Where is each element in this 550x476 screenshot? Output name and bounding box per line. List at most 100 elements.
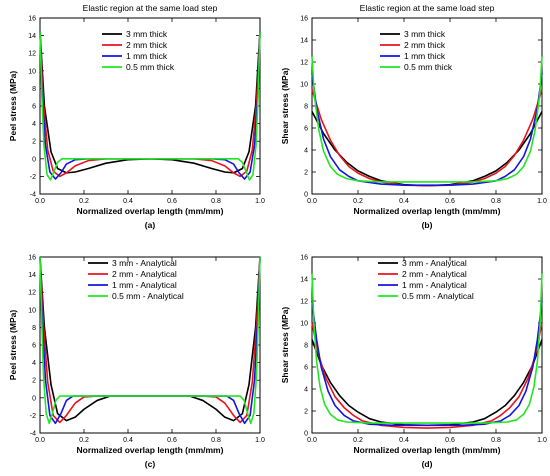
series-line-1 bbox=[311, 339, 543, 427]
series-line-4 bbox=[311, 273, 543, 424]
series-line-2 bbox=[311, 322, 543, 429]
y-axis-label: Shear stress (MPa) bbox=[280, 68, 290, 145]
y-tick-label: 6 bbox=[304, 365, 308, 372]
y-tick-label: 2 bbox=[304, 409, 308, 416]
x-tick-label: 0.8 bbox=[211, 198, 221, 205]
x-tick-label: 0.6 bbox=[167, 437, 177, 444]
y-tick-label: 8 bbox=[32, 325, 36, 332]
x-tick-label: 0.0 bbox=[35, 437, 45, 444]
legend-label-1: 3 mm - Analytical bbox=[112, 258, 177, 268]
y-tick-label: 6 bbox=[32, 343, 36, 350]
y-tick-label: 6 bbox=[32, 104, 36, 111]
x-tick-label: 0.2 bbox=[353, 198, 363, 205]
x-tick-label: 0.0 bbox=[307, 437, 317, 444]
y-tick-label: 8 bbox=[304, 343, 308, 350]
y-axis-label: Shear stress (MPa) bbox=[280, 307, 290, 384]
y-tick-label: 14 bbox=[300, 277, 308, 284]
y-tick-label: -2 bbox=[30, 174, 36, 181]
legend-label-4: 0.5 mm thick bbox=[404, 62, 453, 72]
y-tick-label: 4 bbox=[32, 121, 36, 128]
y-tick-label: -2 bbox=[30, 413, 36, 420]
x-tick-label: 0.4 bbox=[123, 437, 133, 444]
panel-caption: (d) bbox=[422, 459, 433, 469]
panel-caption: (b) bbox=[422, 220, 433, 230]
x-tick-label: 1.0 bbox=[537, 437, 547, 444]
y-tick-label: 16 bbox=[28, 16, 36, 23]
x-tick-label: 0.2 bbox=[353, 437, 363, 444]
chart-d: 0.0 0.2 0.4 0.6 0.8 1.0 0 2 4 6 8 10 12 14 16 3 mm - An… bbox=[280, 255, 547, 470]
y-tick-label: 16 bbox=[300, 16, 308, 23]
legend-label-2: 2 mm - Analytical bbox=[402, 269, 467, 279]
y-tick-label: 0 bbox=[32, 156, 36, 163]
y-tick-label: 12 bbox=[28, 290, 36, 297]
x-tick-label: 0.2 bbox=[79, 437, 89, 444]
y-tick-label: 2 bbox=[304, 170, 308, 177]
legend-label-4: 0.5 mm - Analytical bbox=[112, 291, 184, 301]
legend-label-2: 2 mm - Analytical bbox=[112, 269, 177, 279]
chart-a: 0.0 0.2 0.4 0.6 0.8 1.0 -4 -2 0 2 4 6 8 10 12 14 16 3 mm … bbox=[8, 3, 265, 230]
x-tick-label: 1.0 bbox=[255, 198, 265, 205]
y-axis-label: Peel stress (MPa) bbox=[8, 310, 18, 381]
y-tick-label: 2 bbox=[32, 139, 36, 146]
chart-b: 0.0 0.2 0.4 0.6 0.8 1.0 0 2 4 6 8 10 12 14 16 3 mm thic… bbox=[280, 3, 547, 230]
y-tick-label: 10 bbox=[300, 321, 308, 328]
legend-label-3: 1 mm - Analytical bbox=[112, 280, 177, 290]
series-line-4 bbox=[39, 31, 261, 181]
y-tick-label: 12 bbox=[300, 299, 308, 306]
series-line-3 bbox=[311, 72, 543, 186]
x-tick-label: 0.8 bbox=[491, 198, 501, 205]
y-tick-label: 2 bbox=[32, 378, 36, 385]
x-tick-label: 1.0 bbox=[537, 198, 547, 205]
x-tick-label: 0.4 bbox=[399, 198, 409, 205]
x-tick-label: 0.8 bbox=[491, 437, 501, 444]
series-line-3 bbox=[311, 300, 543, 427]
series-line-2 bbox=[311, 89, 543, 187]
x-tick-label: 0.6 bbox=[167, 198, 177, 205]
legend-label-2: 2 mm thick bbox=[404, 40, 446, 50]
y-tick-label: 10 bbox=[28, 307, 36, 314]
y-tick-label: 10 bbox=[300, 82, 308, 89]
x-tick-label: 0.6 bbox=[445, 198, 455, 205]
legend-label-2: 2 mm thick bbox=[126, 40, 168, 50]
legend-label-1: 3 mm thick bbox=[404, 29, 446, 39]
legend-label-3: 1 mm thick bbox=[404, 51, 446, 61]
legend-label-3: 1 mm thick bbox=[126, 51, 168, 61]
y-tick-label: 0 bbox=[32, 395, 36, 402]
y-tick-label: 16 bbox=[300, 255, 308, 262]
y-tick-label: 14 bbox=[28, 272, 36, 279]
y-tick-label: 12 bbox=[300, 60, 308, 67]
panel-caption: (a) bbox=[145, 220, 156, 230]
y-axis-label: Peel stress (MPa) bbox=[8, 71, 18, 142]
panel-caption: (c) bbox=[145, 459, 156, 469]
y-tick-label: 14 bbox=[28, 33, 36, 40]
chart-c: 0.0 0.2 0.4 0.6 0.8 1.0 -4 -2 0 2 4 6 8 10 12 14 16 3 mm … bbox=[8, 255, 265, 470]
x-tick-label: 0.4 bbox=[399, 437, 409, 444]
y-tick-label: 6 bbox=[304, 126, 308, 133]
x-tick-label: 0.6 bbox=[445, 437, 455, 444]
x-tick-label: 0.0 bbox=[35, 198, 45, 205]
y-tick-label: -4 bbox=[30, 192, 36, 199]
y-tick-label: 4 bbox=[32, 360, 36, 367]
x-tick-label: 0.4 bbox=[123, 198, 133, 205]
legend-label-4: 0.5 mm - Analytical bbox=[402, 291, 474, 301]
x-axis-label: Normalized overlap length (mm/mm) bbox=[354, 206, 501, 216]
y-tick-label: 12 bbox=[28, 51, 36, 58]
x-tick-label: 0.2 bbox=[79, 198, 89, 205]
y-tick-label: 0 bbox=[304, 192, 308, 199]
y-tick-label: 0 bbox=[304, 431, 308, 438]
y-tick-label: -4 bbox=[30, 431, 36, 438]
x-tick-label: 0.0 bbox=[307, 198, 317, 205]
y-tick-label: 4 bbox=[304, 148, 308, 155]
chart-title: Elastic region at the same load step bbox=[83, 3, 218, 13]
legend-label-3: 1 mm - Analytical bbox=[402, 280, 467, 290]
legend-label-1: 3 mm - Analytical bbox=[402, 258, 467, 268]
y-tick-label: 8 bbox=[304, 104, 308, 111]
y-tick-label: 14 bbox=[300, 38, 308, 45]
x-axis-label: Normalized overlap length (mm/mm) bbox=[77, 206, 224, 216]
y-tick-label: 10 bbox=[28, 68, 36, 75]
